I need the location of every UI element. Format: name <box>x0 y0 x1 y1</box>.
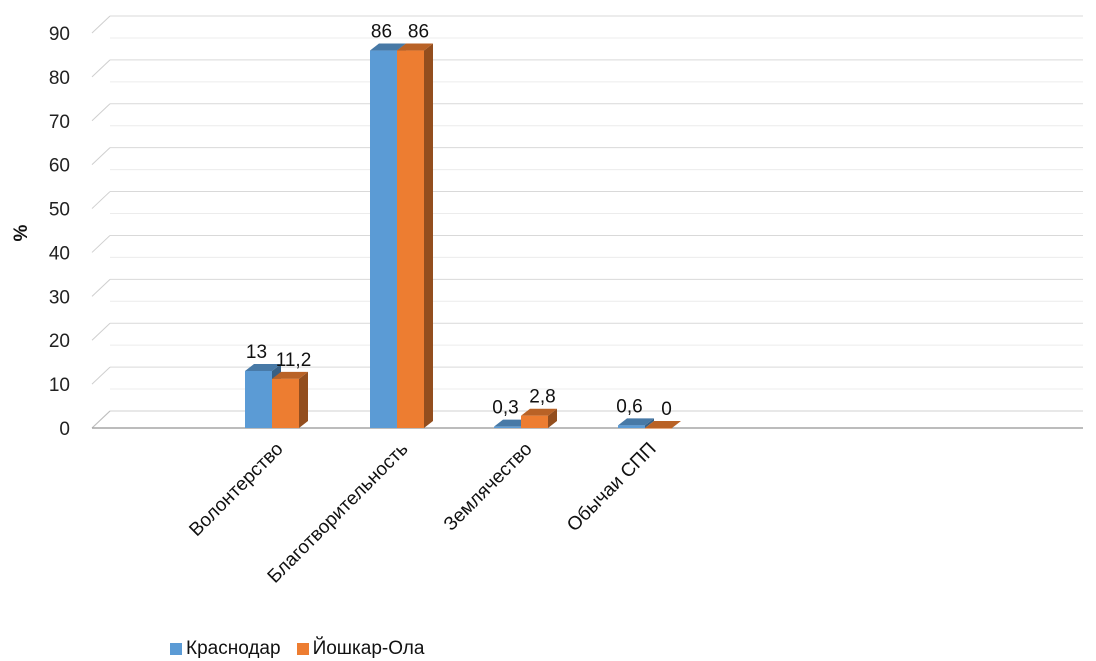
bar-krasnodar-1-top <box>370 43 406 51</box>
data-label: 13 <box>246 342 267 363</box>
bar-yoshkar-ola-1-top <box>397 43 433 51</box>
data-label: 0,3 <box>492 398 518 419</box>
floor-side-line <box>91 410 111 429</box>
bar-yoshkar-ola-1-side <box>424 43 433 429</box>
x-tick-label: Землячество <box>440 439 537 536</box>
bar-yoshkar-ola-3-top <box>645 421 681 428</box>
y-tick-label: 80 <box>49 68 70 89</box>
bar-krasnodar-0 <box>245 370 272 428</box>
gridline-side <box>91 147 111 166</box>
y-tick-label: 40 <box>49 243 70 264</box>
gridline-side <box>91 322 111 341</box>
data-label: 11,2 <box>276 350 312 371</box>
bar-yoshkar-ola-2 <box>521 415 548 428</box>
bar-yoshkar-ola-1 <box>397 50 424 429</box>
gridline-side <box>91 191 111 209</box>
gridline-side <box>91 103 111 122</box>
gridline-side <box>91 59 111 78</box>
y-tick-label: 70 <box>49 112 70 133</box>
bar-krasnodar-0-top <box>245 363 281 371</box>
bar-krasnodar-2 <box>494 426 521 428</box>
gridline-side <box>91 278 111 297</box>
y-tick-label: 30 <box>49 287 70 308</box>
y-tick-label: 50 <box>49 200 70 221</box>
bar-yoshkar-ola-2-top <box>521 408 557 416</box>
gridline-side <box>91 366 111 385</box>
bar-yoshkar-ola-0-top <box>272 371 308 379</box>
legend-label-krasnodar: Краснодар <box>186 638 281 659</box>
legend-label-yoshkar-ola: Йошкар-Ола <box>312 638 425 659</box>
legend-swatch-yoshkar-ola <box>296 643 309 655</box>
data-label: 86 <box>371 22 392 43</box>
data-label: 0,6 <box>616 396 642 417</box>
bar-krasnodar-3-side <box>645 418 654 428</box>
y-tick-label: 10 <box>49 375 70 396</box>
data-label: 2,8 <box>529 387 555 408</box>
gridline-side <box>91 235 111 253</box>
bar-yoshkar-ola-0-side <box>299 371 308 428</box>
bar-yoshkar-ola-0 <box>272 378 299 428</box>
x-tick-label: Волонтерство <box>185 439 287 541</box>
y-tick-label: 60 <box>49 156 70 177</box>
bar-krasnodar-3-top <box>618 418 654 426</box>
y-axis-label: % <box>11 224 32 241</box>
x-tick-label: Обычаи СПП <box>563 439 660 536</box>
legend-item-yoshkar-ola: Йошкар-Ола <box>296 638 425 660</box>
x-tick-label: Благотворительность <box>264 439 413 588</box>
bar-krasnodar-1 <box>370 50 397 429</box>
y-tick-label: 90 <box>49 24 70 45</box>
bar-krasnodar-3 <box>618 425 645 428</box>
data-label: 0 <box>661 399 672 420</box>
legend: Краснодар Йошкар-Ола <box>170 638 440 660</box>
bar-yoshkar-ola-3 <box>645 428 672 429</box>
y-tick-label: 20 <box>49 331 70 352</box>
bar-yoshkar-ola-2-side <box>548 408 557 428</box>
data-label: 86 <box>408 22 429 43</box>
legend-item-krasnodar: Краснодар <box>170 638 281 660</box>
gridline-side <box>91 15 111 34</box>
legend-swatch-krasnodar <box>170 643 182 655</box>
y-tick-label: 0 <box>59 419 70 440</box>
